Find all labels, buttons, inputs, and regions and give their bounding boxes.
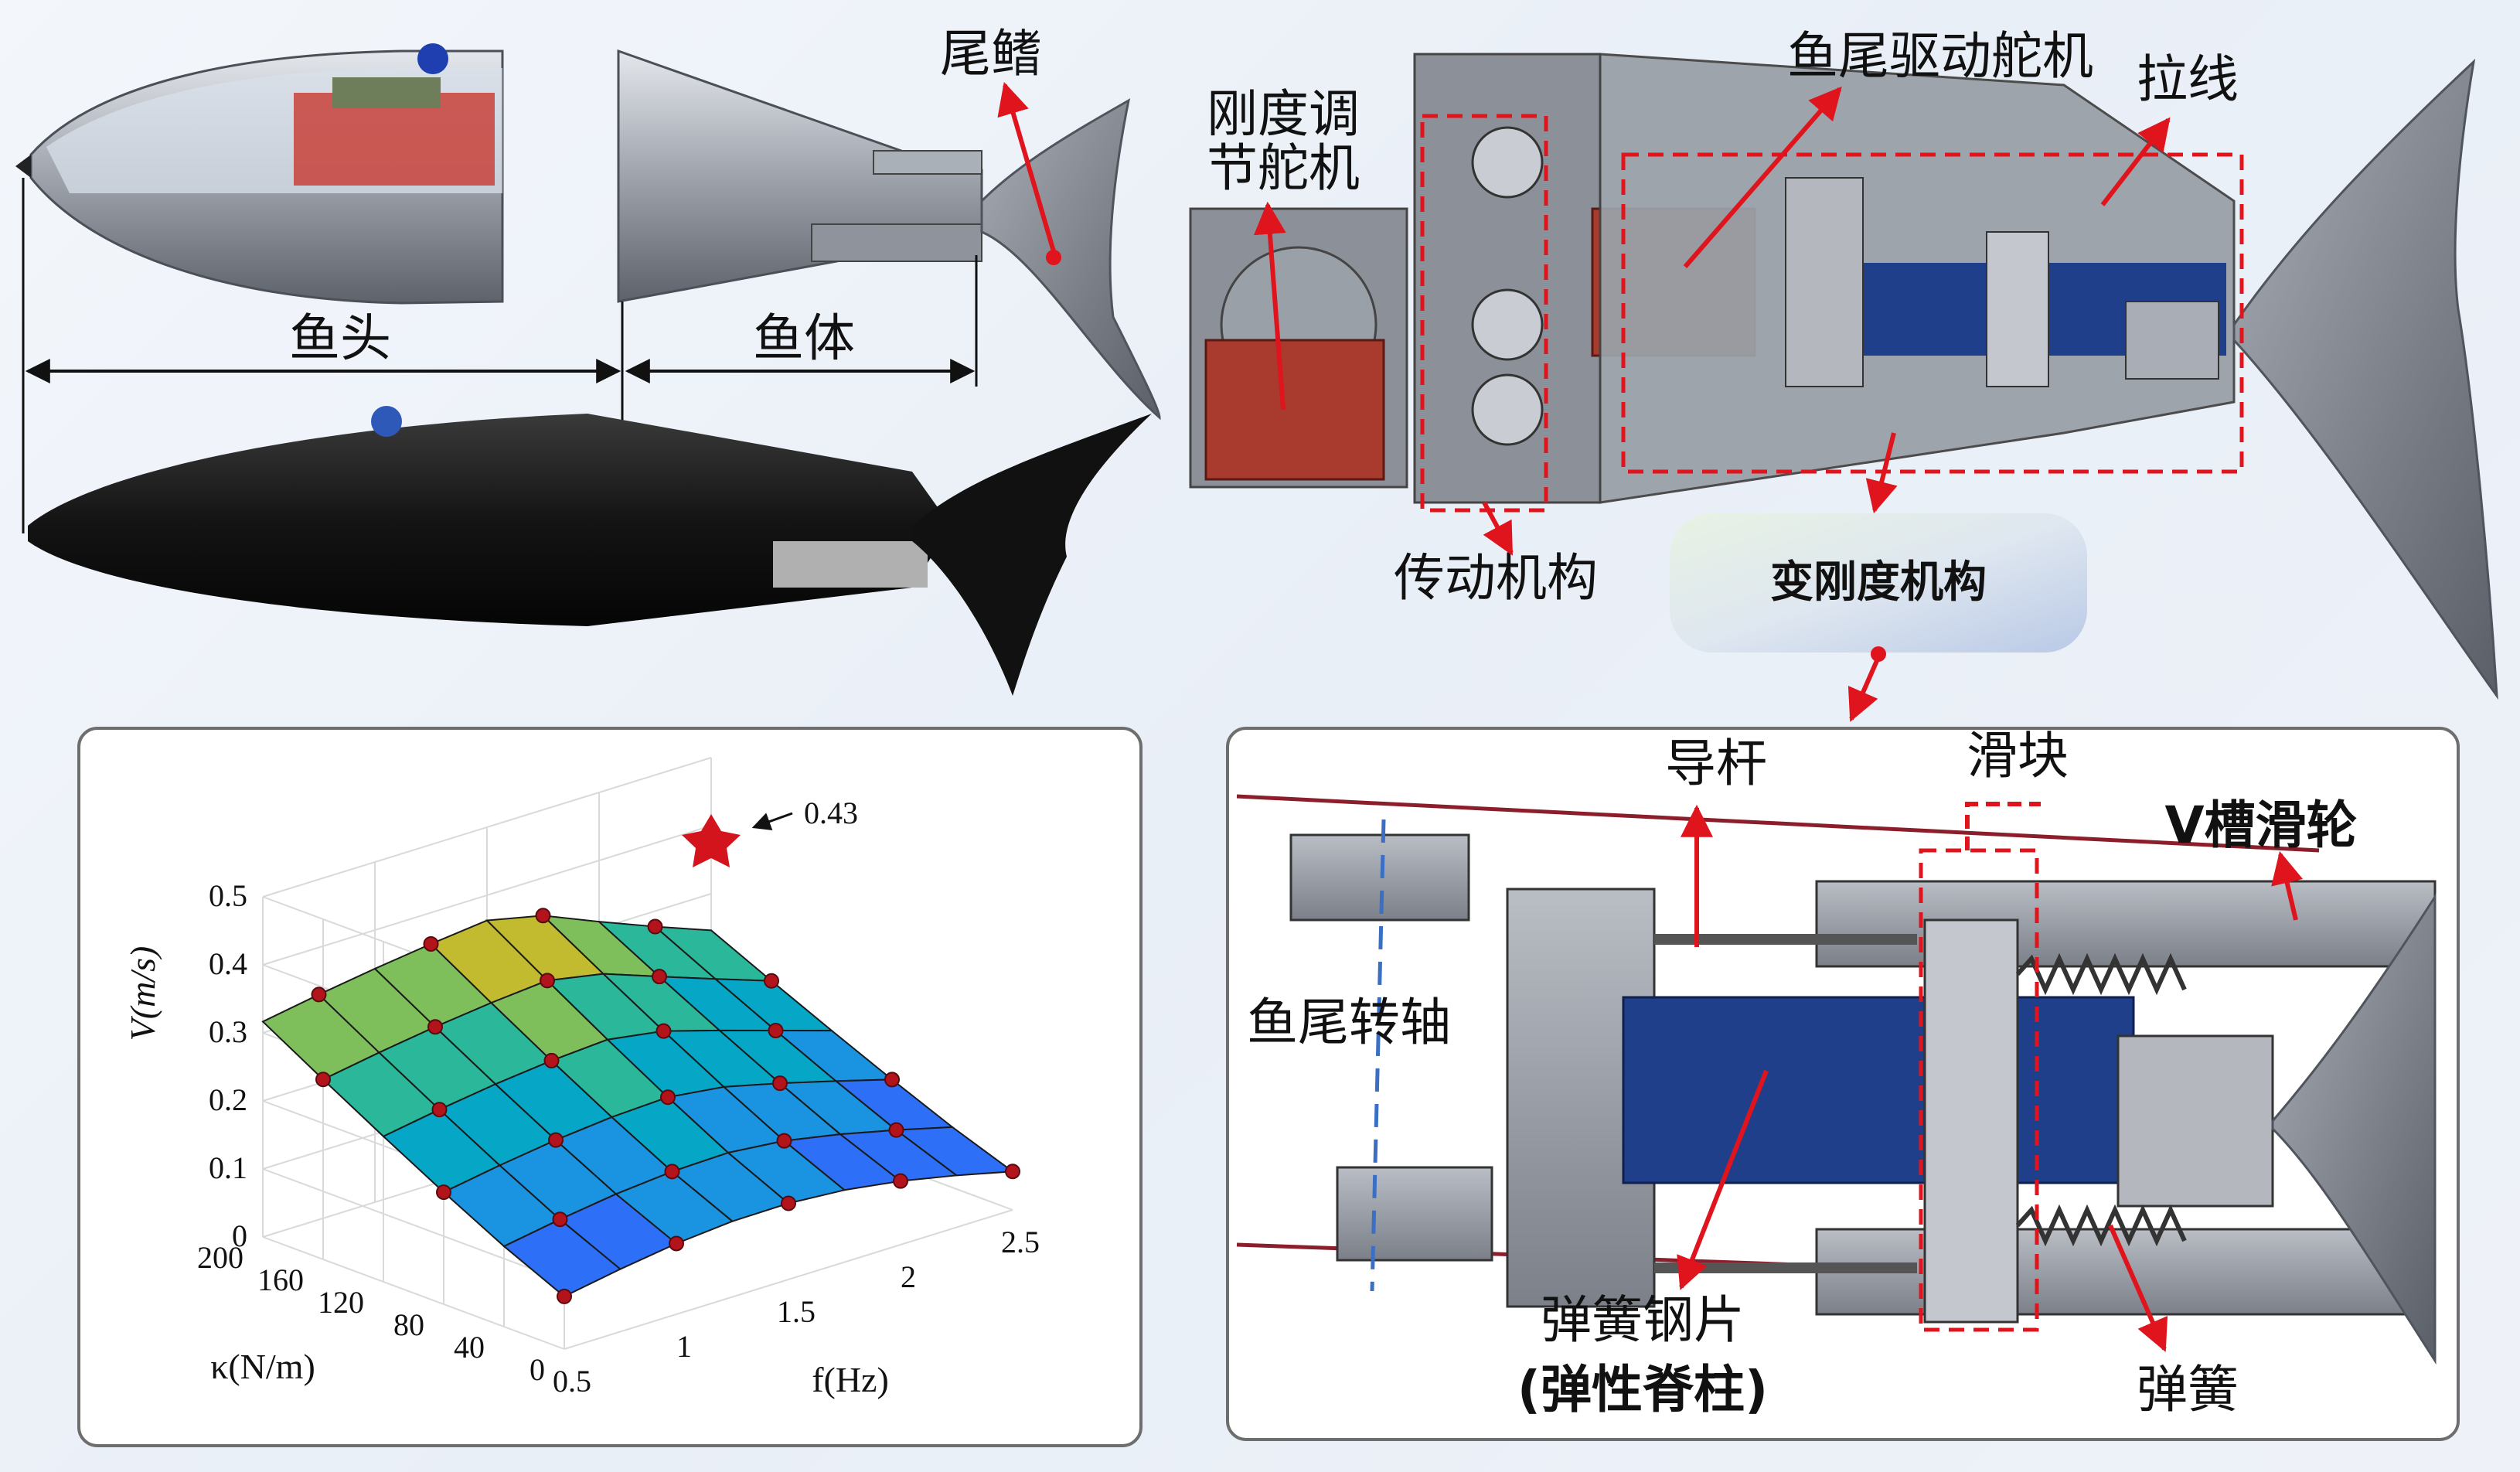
data-point <box>427 1019 443 1035</box>
label-slider: 滑块 <box>1967 726 2069 785</box>
data-point <box>423 935 439 952</box>
y-tick-label: 200 <box>197 1240 243 1275</box>
z-tick-label: 0.2 <box>209 1082 247 1117</box>
label-transmission: 传动机构 <box>1394 548 1598 608</box>
chart-ticks: 0 0.1 0.2 0.3 0.4 0.5 0.5 1 1.5 2 2.5 0 40 80 120 160 20… <box>197 878 1040 1399</box>
x-tick-label: 2.5 <box>1001 1225 1040 1259</box>
label-spring-steel: 弹簧钢片 <box>1541 1290 1745 1350</box>
data-point <box>768 1022 784 1038</box>
axis-f <box>564 1209 1013 1350</box>
data-point <box>1005 1164 1020 1180</box>
data-point <box>540 973 555 989</box>
label-variable-stiffness: 变刚度机构 <box>1770 557 1987 608</box>
label-tail-shaft: 鱼尾转轴 <box>1247 993 1451 1052</box>
y-tick-label: 120 <box>318 1285 364 1320</box>
z-axis-title: V(m/s) <box>123 946 162 1041</box>
bracket-slider <box>1965 802 2041 850</box>
z-tick-label: 0 <box>232 1218 247 1253</box>
chart-surface <box>261 914 1015 1298</box>
arrow-stiffness-servo <box>1253 201 1286 411</box>
annotation-arrow <box>751 812 793 830</box>
data-point <box>552 1211 568 1228</box>
z-tick-label: 0.3 <box>209 1014 247 1049</box>
bubble-dot <box>1871 646 1886 662</box>
variable-stiffness-bubble <box>1670 513 2087 653</box>
y-tick-label: 40 <box>454 1330 485 1365</box>
y-tick-label: 80 <box>393 1307 424 1342</box>
data-point <box>884 1072 900 1088</box>
data-point <box>543 1052 560 1068</box>
data-point <box>660 1089 676 1106</box>
data-point <box>893 1173 908 1189</box>
label-stiffness-servo-1: 刚度调 <box>1207 84 1360 144</box>
label-fish-head: 鱼头 <box>289 308 391 368</box>
surface-patch <box>894 1126 1015 1177</box>
label-pull-wire: 拉线 <box>2137 49 2239 109</box>
black-fish-prototype <box>28 406 1152 696</box>
data-point <box>535 908 551 924</box>
data-point <box>652 969 667 985</box>
arrow-spring <box>2108 1224 2168 1352</box>
arrow-tail-drive-servo <box>1683 86 1842 268</box>
label-tail-drive-servo: 鱼尾驱动舵机 <box>1787 26 2093 86</box>
data-point <box>548 1132 564 1148</box>
x-tick-label: 1 <box>676 1329 692 1364</box>
label-stiffness-servo-2: 节舵机 <box>1207 138 1360 198</box>
x-axis-title: f(Hz) <box>812 1360 889 1399</box>
dimension-lines <box>22 178 978 533</box>
data-point <box>764 973 779 989</box>
x-tick-label: 2 <box>901 1259 916 1294</box>
chart-points <box>311 908 1020 1304</box>
data-point <box>436 1184 451 1201</box>
arrow-v-groove-pulley <box>2271 850 2304 921</box>
detail-mechanism <box>1236 794 2437 1365</box>
arrow-variable-stiffness <box>1865 432 1898 514</box>
z-tick-label: 0.4 <box>209 946 247 981</box>
data-point <box>431 1102 448 1118</box>
data-point <box>557 1288 572 1304</box>
grid-line-side-0 <box>262 1236 565 1350</box>
data-point <box>647 918 663 935</box>
mechanism-section <box>1189 53 2498 700</box>
data-point <box>311 986 327 1003</box>
label-fish-body: 鱼体 <box>753 308 855 368</box>
label-tail-fin: 尾鳍 <box>940 24 1042 83</box>
label-guide-rod: 导杆 <box>1665 734 1767 793</box>
data-point <box>664 1164 680 1180</box>
x-tick-label: 1.5 <box>777 1294 816 1329</box>
arrow-transmission <box>1482 501 1514 556</box>
arrow-tail-fin <box>997 81 1056 252</box>
surface-chart: 0 0.1 0.2 0.3 0.4 0.5 0.5 1 1.5 2 2.5 0 40 80 120 160 20… <box>123 757 1040 1399</box>
y-axis-title: κ(N/m) <box>210 1347 315 1386</box>
arrow-spring-steel <box>1677 1069 1769 1290</box>
label-v-groove-pulley: V槽滑轮 <box>2164 796 2357 855</box>
label-spring: 弹簧 <box>2137 1360 2239 1419</box>
grey-fish-model <box>15 43 1161 421</box>
data-point <box>776 1133 792 1149</box>
z-tick-label: 0.5 <box>209 878 247 913</box>
data-point <box>669 1235 684 1252</box>
arrow-pull-wire <box>2100 117 2171 206</box>
data-point <box>888 1122 904 1138</box>
arrow-bubble-to-detail <box>1847 656 1881 722</box>
data-point <box>772 1075 788 1092</box>
z-tick-label: 0.1 <box>209 1150 247 1185</box>
y-tick-label: 0 <box>530 1352 545 1387</box>
max-star-marker <box>682 814 741 867</box>
data-point <box>781 1195 796 1211</box>
data-point <box>315 1072 331 1088</box>
label-elastic-spine: (弹性脊柱) <box>1517 1360 1768 1419</box>
data-point <box>656 1023 672 1039</box>
y-tick-label: 160 <box>257 1262 304 1297</box>
x-tick-label: 0.5 <box>553 1364 591 1399</box>
grid-line-side-1 <box>262 1168 565 1282</box>
annotation-max: 0.43 <box>804 796 858 830</box>
